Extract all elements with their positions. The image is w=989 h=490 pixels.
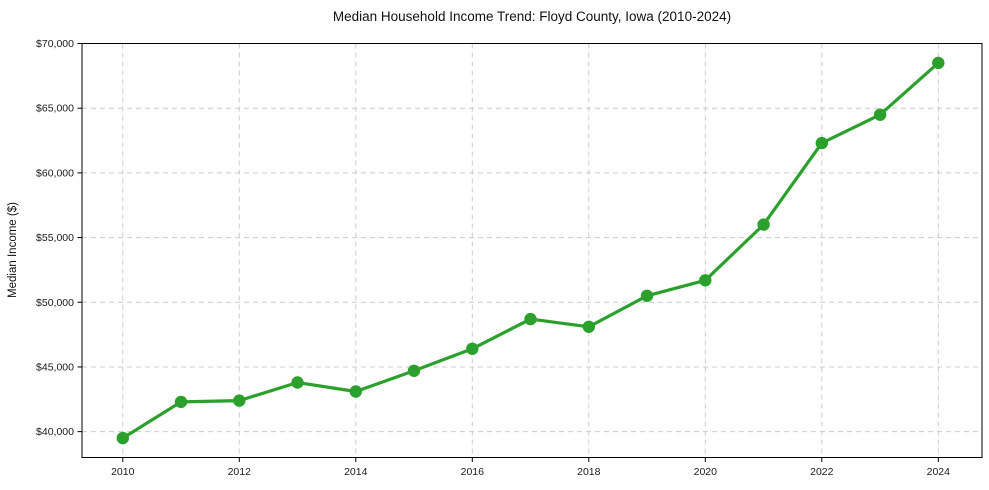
data-point <box>815 136 828 150</box>
x-tick-label: 2018 <box>577 466 601 478</box>
data-point <box>582 320 595 333</box>
plot-border <box>81 43 983 458</box>
data-point <box>932 56 945 70</box>
data-point <box>291 376 304 389</box>
data-point <box>757 218 770 231</box>
x-tick-label: 2020 <box>694 466 718 478</box>
y-tick-label: $70,000 <box>36 38 74 50</box>
x-tick-label: 2016 <box>461 466 485 478</box>
data-point <box>233 394 246 407</box>
data-point <box>174 395 188 409</box>
x-tick-label: 2010 <box>111 466 135 478</box>
y-tick-label: $45,000 <box>36 361 74 373</box>
x-tick-label: 2012 <box>228 466 252 478</box>
data-point <box>116 431 129 445</box>
data-point <box>640 289 654 302</box>
y-tick-label: $50,000 <box>36 297 74 309</box>
data-point <box>466 342 479 355</box>
chart-title: Median Household Income Trend: Floyd Cou… <box>332 9 732 24</box>
data-point <box>524 312 537 326</box>
y-tick-label: $65,000 <box>36 103 74 115</box>
y-tick-label: $40,000 <box>36 426 74 438</box>
data-point <box>873 108 887 121</box>
y-tick-label: $60,000 <box>36 167 74 179</box>
y-tick-label: $55,000 <box>36 232 74 244</box>
data-point <box>699 274 712 287</box>
data-point <box>407 364 421 377</box>
x-tick-label: 2014 <box>344 466 368 478</box>
trend-line <box>121 61 940 440</box>
data-point <box>349 385 362 398</box>
x-tick-label: 2024 <box>927 466 951 478</box>
x-tick-label: 2022 <box>810 466 834 478</box>
